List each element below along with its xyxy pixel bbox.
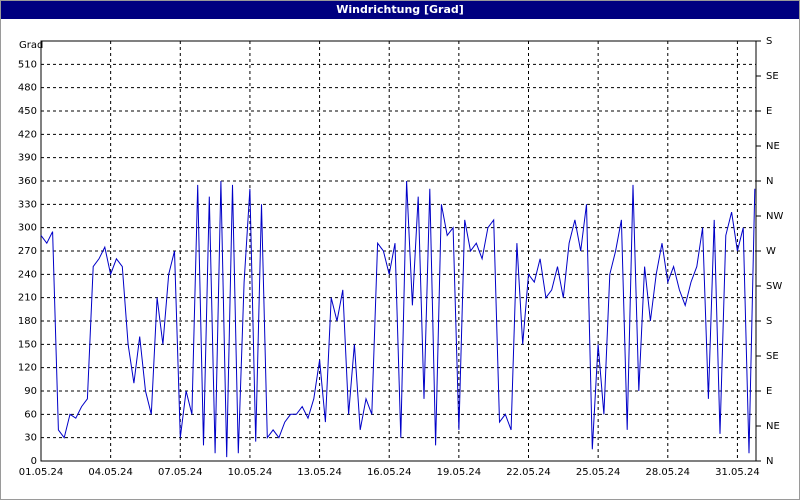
y2-tick-label: SE	[766, 351, 779, 362]
y2-tick-label: E	[766, 106, 772, 117]
x-tick-label: 01.05.24	[19, 467, 64, 478]
y-tick-label: 360	[18, 176, 37, 187]
y2-tick-label: SW	[766, 281, 782, 292]
x-tick-label: 13.05.24	[297, 467, 342, 478]
y-axis-label: Grad	[19, 40, 43, 51]
y-tick-label: 180	[18, 316, 37, 327]
y-tick-label: 150	[18, 339, 37, 350]
x-tick-label: 07.05.24	[158, 467, 203, 478]
y2-tick-label: SE	[766, 71, 779, 82]
y-tick-label: 120	[18, 363, 37, 374]
y2-tick-label: W	[766, 246, 776, 257]
y-tick-label: 0	[31, 456, 37, 467]
y-tick-label: 90	[24, 386, 37, 397]
y-tick-label: 480	[18, 83, 37, 94]
y2-tick-label: NW	[766, 211, 783, 222]
y2-tick-label: NE	[766, 421, 780, 432]
y-tick-label: 510	[18, 59, 37, 70]
y-tick-label: 270	[18, 246, 37, 257]
x-tick-label: 22.05.24	[506, 467, 551, 478]
x-tick-label: 31.05.24	[715, 467, 760, 478]
y-tick-label: 30	[24, 433, 37, 444]
y-tick-label: 240	[18, 269, 37, 280]
x-tick-label: 04.05.24	[88, 467, 133, 478]
y-tick-label: 210	[18, 293, 37, 304]
y-tick-label: 60	[24, 409, 37, 420]
x-tick-label: 28.05.24	[646, 467, 691, 478]
x-tick-label: 25.05.24	[576, 467, 621, 478]
y-tick-label: 330	[18, 199, 37, 210]
x-tick-label: 10.05.24	[228, 467, 273, 478]
data-line	[40, 180, 756, 458]
x-tick-label: 16.05.24	[367, 467, 412, 478]
y-tick-label: 420	[18, 129, 37, 140]
title-bar: Windrichtung [Grad]	[1, 1, 799, 19]
y2-tick-label: N	[766, 456, 773, 467]
y2-tick-label: S	[766, 36, 772, 47]
y2-tick-label: S	[766, 316, 772, 327]
plot-frame	[40, 40, 757, 462]
y-tick-label: 450	[18, 106, 37, 117]
y2-tick-label: E	[766, 386, 772, 397]
y2-tick-label: NE	[766, 141, 780, 152]
y-tick-label: 300	[18, 223, 37, 234]
y2-tick-label: N	[766, 176, 773, 187]
x-tick-label: 19.05.24	[437, 467, 482, 478]
chart: Grad 0 30 60 90 120 150 180 210 240 270 300 330 360 3…	[18, 36, 784, 478]
y-tick-label: 390	[18, 153, 37, 164]
